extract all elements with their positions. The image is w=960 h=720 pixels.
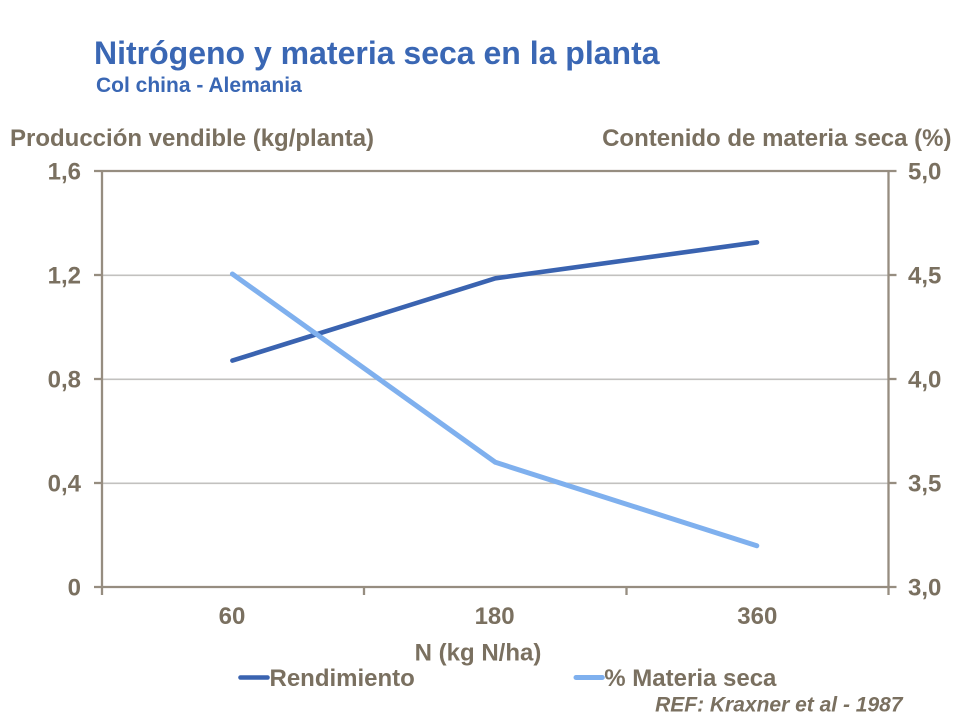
svg-text:180: 180	[475, 603, 515, 630]
svg-text:Nitrógeno y materia seca en la: Nitrógeno y materia seca en la planta	[94, 35, 660, 71]
svg-text:Contenido de materia seca (%): Contenido de materia seca (%)	[602, 125, 951, 152]
svg-text:REF: Kraxner et al - 1987: REF: Kraxner et al - 1987	[655, 694, 904, 717]
svg-text:Col china - Alemania: Col china - Alemania	[96, 74, 302, 97]
svg-text:% Materia seca: % Materia seca	[604, 665, 777, 692]
svg-text:0: 0	[68, 575, 81, 602]
svg-text:3,5: 3,5	[908, 471, 941, 498]
svg-text:60: 60	[219, 603, 246, 630]
svg-text:4,0: 4,0	[908, 367, 941, 394]
svg-text:0,4: 0,4	[48, 471, 82, 498]
svg-text:Producción vendible (kg/planta: Producción vendible (kg/planta)	[10, 125, 374, 152]
svg-text:N (kg N/ha): N (kg N/ha)	[415, 640, 542, 667]
svg-text:Rendimiento: Rendimiento	[270, 665, 415, 692]
svg-text:3,0: 3,0	[908, 575, 941, 602]
svg-text:0,8: 0,8	[48, 367, 81, 394]
svg-text:360: 360	[737, 603, 777, 630]
svg-text:1,6: 1,6	[48, 159, 81, 186]
svg-text:1,2: 1,2	[48, 263, 81, 290]
svg-text:5,0: 5,0	[908, 159, 941, 186]
svg-text:4,5: 4,5	[908, 263, 941, 290]
